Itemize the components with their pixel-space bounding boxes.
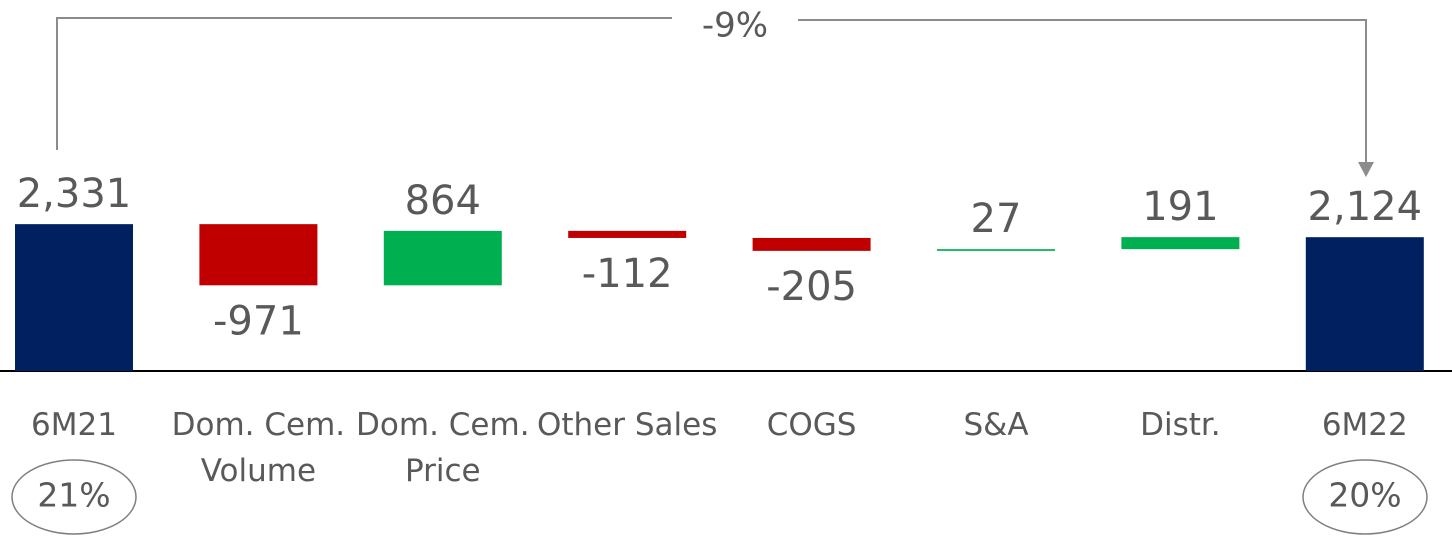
category-label: Dom. Cem. Price xyxy=(356,407,530,489)
category-label: Dom. Cem. Volume xyxy=(171,407,346,489)
bar xyxy=(1305,237,1424,371)
arrow-head xyxy=(1358,162,1374,177)
margin-label: 21% xyxy=(37,476,110,515)
value-label: 27 xyxy=(971,196,1022,242)
category-label: Distr. xyxy=(1140,407,1221,443)
bar xyxy=(752,237,871,251)
value-label: -112 xyxy=(582,251,673,297)
bar xyxy=(15,224,133,371)
category-label: COGS xyxy=(766,407,857,443)
change-arrow xyxy=(798,19,1367,165)
bar xyxy=(383,230,502,286)
category-label: 6M22 xyxy=(1321,407,1408,443)
category-label: Other Sales xyxy=(536,407,718,443)
value-label: -971 xyxy=(213,298,304,344)
change-arrow xyxy=(56,17,672,150)
bar xyxy=(199,224,318,286)
value-label: 191 xyxy=(1142,184,1218,230)
margin-label: 20% xyxy=(1328,476,1401,515)
value-label: 2,124 xyxy=(1308,184,1423,230)
change-label: -9% xyxy=(702,6,768,46)
category-label: 6M21 xyxy=(31,407,117,443)
margin-ellipse xyxy=(11,459,137,535)
bar xyxy=(1121,237,1240,250)
bar xyxy=(937,249,1055,251)
bar xyxy=(568,230,687,238)
value-label: 864 xyxy=(405,178,481,224)
margin-ellipse xyxy=(1302,459,1428,535)
category-label: S&A xyxy=(963,407,1029,443)
value-label: -205 xyxy=(766,264,857,310)
value-label: 2,331 xyxy=(17,171,132,217)
